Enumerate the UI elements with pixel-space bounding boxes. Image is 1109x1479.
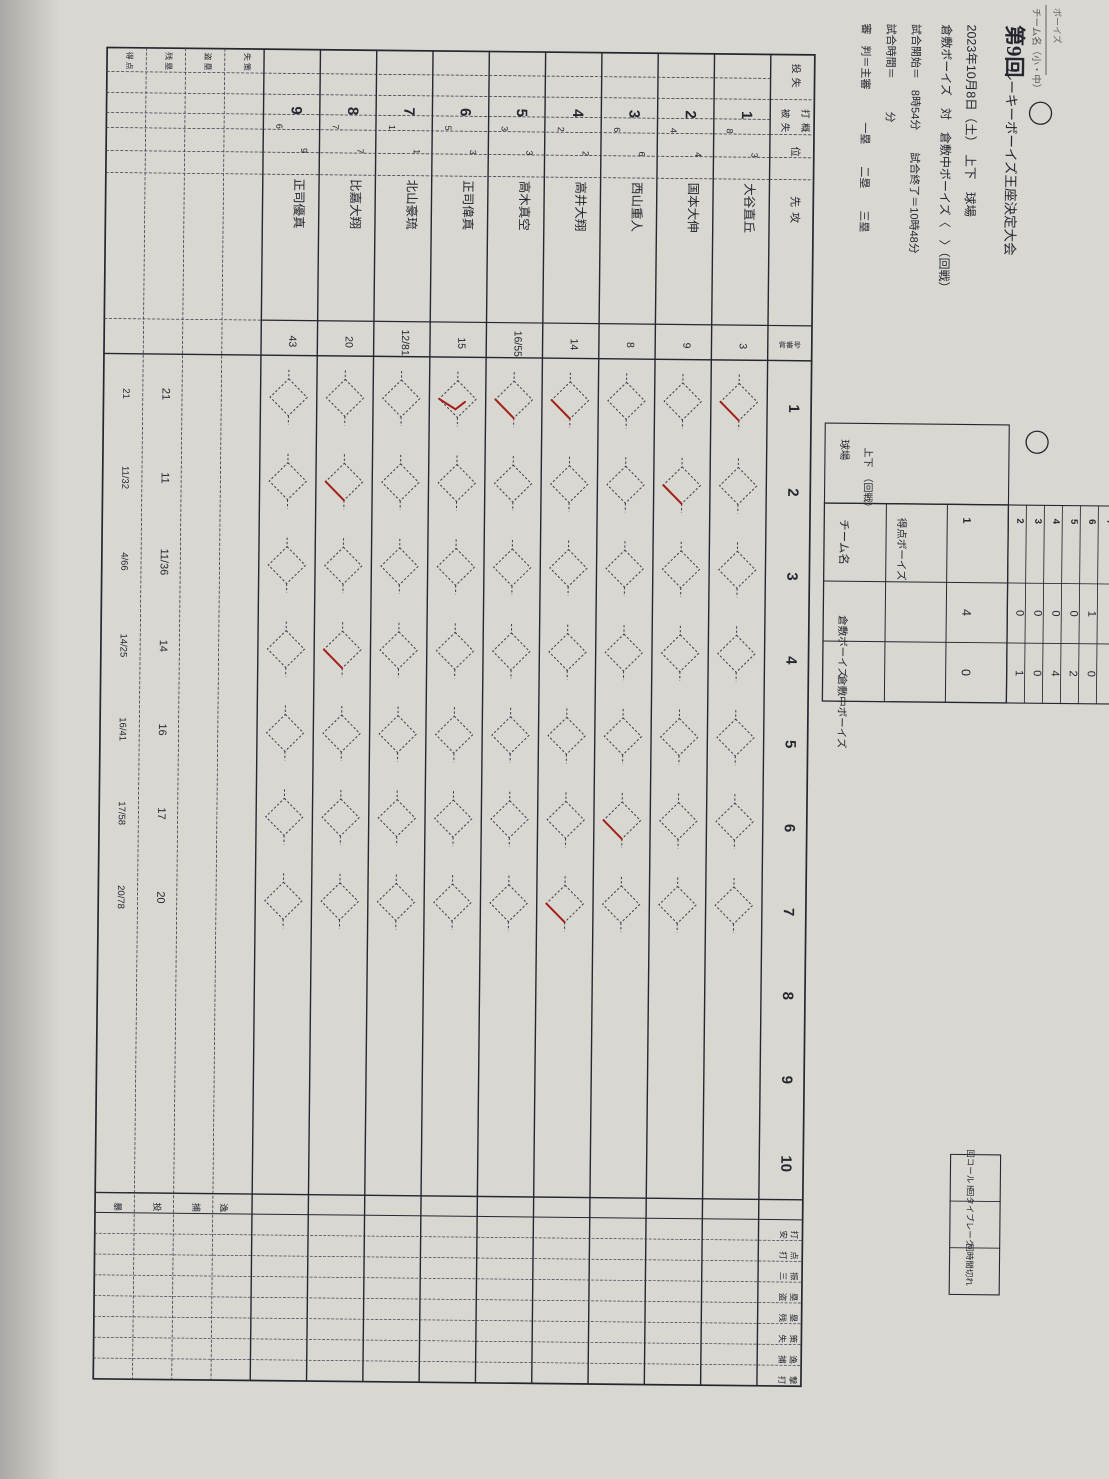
svg-text:チーム名（小・中）: チーム名（小・中） <box>1030 8 1042 93</box>
svg-text:ボーイズ: ボーイズ <box>1052 8 1063 44</box>
